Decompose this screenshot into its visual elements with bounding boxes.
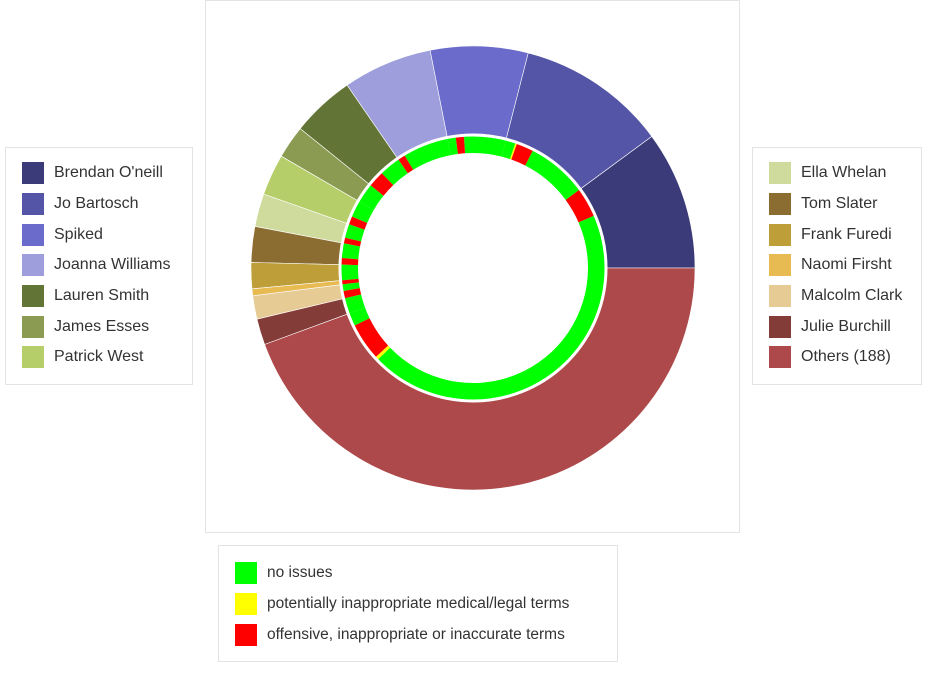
- legend-right-item-ella-whelan: Ella Whelan: [769, 158, 921, 189]
- legend-left-item-joanna-williams: Joanna Williams: [22, 250, 192, 281]
- legend-left-swatch-james-esses: [22, 315, 44, 338]
- issue-legend: no issues potentially inappropriate medic…: [218, 545, 618, 662]
- legend-left-label-james-esses: James Esses: [54, 317, 150, 335]
- legend-right-swatch-frank-furedi: [769, 223, 791, 246]
- inner-slice-jo-bartosch-2[interactable]: [509, 142, 517, 160]
- inner-slice-spiked-1[interactable]: [455, 136, 466, 154]
- inner-slice-spiked-0[interactable]: [463, 136, 506, 157]
- legend-left-item-brendan-o-neill: Brendan O'neill: [22, 158, 192, 189]
- legend-left-swatch-joanna-williams: [22, 254, 44, 277]
- inner-slice-brendan-o-neill-0[interactable]: [578, 215, 605, 268]
- legend-right-item-malcolm-clark: Malcolm Clark: [769, 281, 921, 312]
- legend-left-swatch-brendan-o-neill: [22, 162, 44, 185]
- inner-slice-others-188-1[interactable]: [354, 318, 389, 358]
- legend-issue-label-offensive-inappropriate-or-inaccurate-terms: offensive, inappropriate or inaccurate t…: [267, 625, 565, 643]
- inner-slice-tom-slater-0[interactable]: [341, 243, 361, 260]
- legend-left-item-patrick-west: Patrick West: [22, 342, 192, 373]
- inner-slice-naomi-firsht-0[interactable]: [341, 278, 359, 285]
- legend-left-item-jo-bartosch: Jo Bartosch: [22, 189, 192, 220]
- legend-issue-swatch-no-issues: [235, 562, 257, 585]
- legend-right-swatch-naomi-firsht: [769, 254, 791, 277]
- inner-slice-ella-whelan-1[interactable]: [343, 237, 362, 247]
- legend-left-swatch-lauren-smith: [22, 285, 44, 308]
- legend-right-label-frank-furedi: Frank Furedi: [801, 225, 892, 243]
- legend-right-item-tom-slater: Tom Slater: [769, 189, 921, 220]
- inner-slice-malcolm-clark-0[interactable]: [342, 282, 360, 292]
- inner-slice-jo-bartosch-1[interactable]: [511, 143, 533, 166]
- inner-slice-ella-whelan-0[interactable]: [344, 224, 365, 242]
- legend-right-item-others-188: Others (188): [769, 342, 921, 373]
- chart-panel: [205, 0, 740, 533]
- inner-slice-brendan-o-neill-1[interactable]: [565, 189, 595, 223]
- legend-issue-item-no-issues: no issues: [235, 558, 617, 589]
- legend-left-swatch-patrick-west: [22, 346, 44, 369]
- legend-issue-label-potentially-inappropriate-medical-legal-terms: potentially inappropriate medical/legal …: [267, 595, 570, 613]
- legend-right-label-naomi-firsht: Naomi Firsht: [801, 256, 892, 274]
- legend-left-label-jo-bartosch: Jo Bartosch: [54, 195, 139, 213]
- legend-issue-swatch-offensive-inappropriate-or-inaccurate-terms: [235, 623, 257, 646]
- legend-left-item-lauren-smith: Lauren Smith: [22, 281, 192, 312]
- inner-slice-jo-bartosch-0[interactable]: [525, 150, 580, 200]
- author-legend-right: Ella Whelan Tom Slater Frank Furedi Naomi F…: [752, 147, 922, 385]
- author-legend-list-right: Ella Whelan Tom Slater Frank Furedi Naomi F…: [753, 148, 921, 373]
- legend-right-item-frank-furedi: Frank Furedi: [769, 219, 921, 250]
- legend-right-swatch-julie-burchill: [769, 315, 791, 338]
- inner-slice-malcolm-clark-1[interactable]: [343, 288, 362, 299]
- legend-right-item-naomi-firsht: Naomi Firsht: [769, 250, 921, 281]
- inner-slice-others-188-0[interactable]: [349, 307, 370, 326]
- legend-left-label-patrick-west: Patrick West: [54, 348, 144, 366]
- inner-slice-spiked-2[interactable]: [447, 137, 458, 156]
- inner-ring: [341, 136, 605, 401]
- inner-slice-others-188-2[interactable]: [375, 345, 391, 360]
- inner-slice-patrick-west-0[interactable]: [351, 201, 374, 223]
- inner-slice-james-esses-0[interactable]: [358, 185, 384, 211]
- donut-chart: [250, 45, 696, 491]
- legend-right-label-others-188: Others (188): [801, 348, 891, 366]
- legend-right-swatch-malcolm-clark: [769, 285, 791, 308]
- inner-slice-tom-slater-1[interactable]: [341, 258, 359, 266]
- legend-left-swatch-spiked: [22, 223, 44, 246]
- legend-left-item-james-esses: James Esses: [22, 311, 192, 342]
- inner-slice-frank-furedi-0[interactable]: [341, 264, 359, 281]
- inner-slice-joanna-williams-1[interactable]: [398, 155, 414, 174]
- legend-issue-item-potentially-inappropriate-medical-legal-terms: potentially inappropriate medical/legal …: [235, 589, 617, 620]
- legend-left-label-lauren-smith: Lauren Smith: [54, 287, 150, 305]
- legend-issue-item-offensive-inappropriate-or-inaccurate-terms: offensive, inappropriate or inaccurate t…: [235, 619, 617, 650]
- inner-slice-patrick-west-1[interactable]: [348, 216, 368, 230]
- legend-right-swatch-ella-whelan: [769, 162, 791, 185]
- inner-slice-others-188-3[interactable]: [377, 268, 605, 401]
- legend-right-label-tom-slater: Tom Slater: [801, 195, 878, 213]
- legend-left-label-spiked: Spiked: [54, 225, 103, 243]
- legend-left-item-spiked: Spiked: [22, 219, 192, 250]
- outer-ring: [250, 45, 696, 491]
- legend-right-swatch-tom-slater: [769, 193, 791, 216]
- ring-separator: [338, 133, 608, 403]
- legend-right-label-julie-burchill: Julie Burchill: [801, 317, 891, 335]
- legend-left-swatch-jo-bartosch: [22, 193, 44, 216]
- legend-right-label-malcolm-clark: Malcolm Clark: [801, 287, 903, 305]
- author-legend-list-left: Brendan O'neill Jo Bartosch Spiked Joanna W…: [6, 148, 192, 373]
- inner-slice-joanna-williams-0[interactable]: [404, 138, 451, 170]
- inner-slice-julie-burchill-0[interactable]: [344, 294, 366, 314]
- legend-left-label-joanna-williams: Joanna Williams: [54, 256, 171, 274]
- author-legend-left: Brendan O'neill Jo Bartosch Spiked Joanna W…: [5, 147, 193, 385]
- issue-legend-list: no issues potentially inappropriate medic…: [219, 546, 617, 650]
- inner-slice-lauren-smith-0[interactable]: [381, 159, 408, 186]
- legend-right-swatch-others-188: [769, 346, 791, 369]
- legend-right-label-ella-whelan: Ella Whelan: [801, 164, 887, 182]
- inner-slice-jo-bartosch-3[interactable]: [501, 140, 516, 160]
- legend-left-label-brendan-o-neill: Brendan O'neill: [54, 164, 163, 182]
- legend-right-item-julie-burchill: Julie Burchill: [769, 311, 921, 342]
- legend-issue-swatch-potentially-inappropriate-medical-legal-terms: [235, 593, 257, 616]
- legend-issue-label-no-issues: no issues: [267, 564, 333, 582]
